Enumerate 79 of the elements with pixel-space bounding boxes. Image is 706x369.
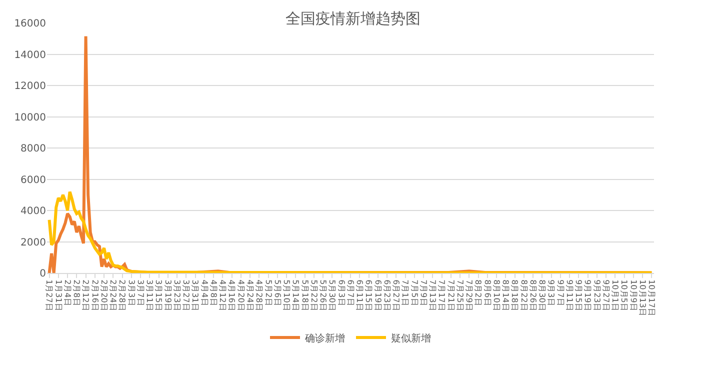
legend-label: 疑似新增 <box>391 332 431 344</box>
y-tick-label: 6000 <box>20 174 46 186</box>
x-tick-label: 2月28日 <box>118 280 127 311</box>
x-tick-label: 9月23日 <box>592 280 602 311</box>
x-tick-label: 5月2日 <box>264 280 273 306</box>
x-tick-label: 8月2日 <box>474 280 483 306</box>
x-tick-label: 8月10日 <box>492 280 501 311</box>
y-tick-label: 8000 <box>20 144 46 154</box>
x-tick-label: 5月10日 <box>282 280 292 311</box>
x-tick-label: 3月15日 <box>154 280 164 311</box>
x-tick-label: 8月6日 <box>482 280 492 306</box>
x-tick-label: 10月1日 <box>610 280 620 311</box>
x-tick-label: 3月11日 <box>145 280 154 311</box>
x-tick-label: 7月21日 <box>446 280 456 311</box>
x-tick-label: 2月24日 <box>108 280 118 311</box>
x-tick-label: 8月18日 <box>510 280 520 311</box>
x-tick-label: 4月8日 <box>208 280 218 306</box>
x-tick-label: 5月6日 <box>272 280 282 306</box>
x-tick-label: 7月1日 <box>400 280 410 306</box>
x-tick-label: 4月20日 <box>236 280 246 311</box>
x-tick-label: 4月12日 <box>218 280 228 311</box>
x-tick-label: 9月19日 <box>583 280 592 311</box>
x-tick-label: 9月15日 <box>574 280 584 311</box>
y-tick-label: 10000 <box>14 112 46 124</box>
x-tick-label: 8月26日 <box>528 280 538 311</box>
x-tick-label: 10月9日 <box>628 280 638 311</box>
x-tick-label: 1月31日 <box>54 280 63 311</box>
x-tick-label: 2月8日 <box>72 280 82 306</box>
x-tick-label: 9月7日 <box>556 280 565 306</box>
x-tick-label: 4月16日 <box>227 280 236 311</box>
x-tick-label: 1月27日 <box>44 280 54 311</box>
x-tick-label: 8月14日 <box>501 280 510 311</box>
x-tick-label: 7月17日 <box>437 280 446 311</box>
x-tick-label: 6月23日 <box>382 280 392 311</box>
x-tick-label: 5月18日 <box>300 280 310 311</box>
x-tick-label: 3月3日 <box>126 280 136 306</box>
x-tick-label: 7月13日 <box>428 280 438 311</box>
x-tick-label: 7月25日 <box>455 280 464 311</box>
x-tick-label: 10月13日 <box>638 280 647 316</box>
x-tick-label: 3月31日 <box>190 280 200 311</box>
x-tick-label: 3月7日 <box>136 280 145 306</box>
x-tick-label: 5月30日 <box>328 280 337 311</box>
x-tick-label: 2月16日 <box>90 280 100 311</box>
x-tick-label: 10月5日 <box>620 280 629 311</box>
x-tick-label: 4月28日 <box>254 280 264 311</box>
x-tick-label: 6月15日 <box>364 280 374 311</box>
y-tick-label: 16000 <box>14 18 46 30</box>
x-tick-label: 6月3日 <box>336 280 346 306</box>
x-tick-label: 5月26日 <box>318 280 328 311</box>
y-tick-label: 0 <box>40 268 46 280</box>
x-tick-label: 3月27日 <box>182 280 191 311</box>
x-tick-label: 5月22日 <box>309 280 318 311</box>
x-tick-label: 7月9日 <box>418 280 428 306</box>
y-tick-label: 4000 <box>20 206 46 217</box>
x-tick-label: 9月3日 <box>546 280 556 306</box>
x-tick-label: 9月11日 <box>564 280 574 311</box>
x-tick-label: 6月27日 <box>392 280 401 311</box>
x-tick-label: 9月27日 <box>601 280 610 311</box>
x-tick-label: 7月5日 <box>410 280 419 306</box>
chart-title: 全国疫情新增趋势图 <box>286 9 420 28</box>
y-tick-label: 12000 <box>14 81 46 92</box>
x-tick-label: 3月23日 <box>172 280 182 311</box>
x-tick-label: 5月14日 <box>291 280 300 311</box>
x-tick-label: 3月19日 <box>163 280 172 311</box>
x-tick-label: 6月7日 <box>346 280 355 306</box>
x-tick-label: 7月29日 <box>464 280 474 311</box>
x-tick-label: 8月30日 <box>538 280 547 311</box>
legend-label: 确诊新增 <box>304 332 345 344</box>
x-tick-label: 6月11日 <box>355 280 364 311</box>
x-tick-label: 2月20日 <box>99 280 108 311</box>
x-tick-label: 2月4日 <box>62 280 72 306</box>
x-tick-label: 4月24日 <box>245 280 254 311</box>
x-tick-label: 2月12日 <box>81 280 90 311</box>
x-tick-label: 4月4日 <box>200 280 209 306</box>
x-tick-label: 10月17日 <box>647 280 656 316</box>
y-tick-label: 14000 <box>14 50 46 61</box>
x-tick-label: 8月22日 <box>519 280 528 311</box>
x-tick-label: 6月19日 <box>373 280 382 311</box>
y-tick-label: 2000 <box>20 237 46 248</box>
